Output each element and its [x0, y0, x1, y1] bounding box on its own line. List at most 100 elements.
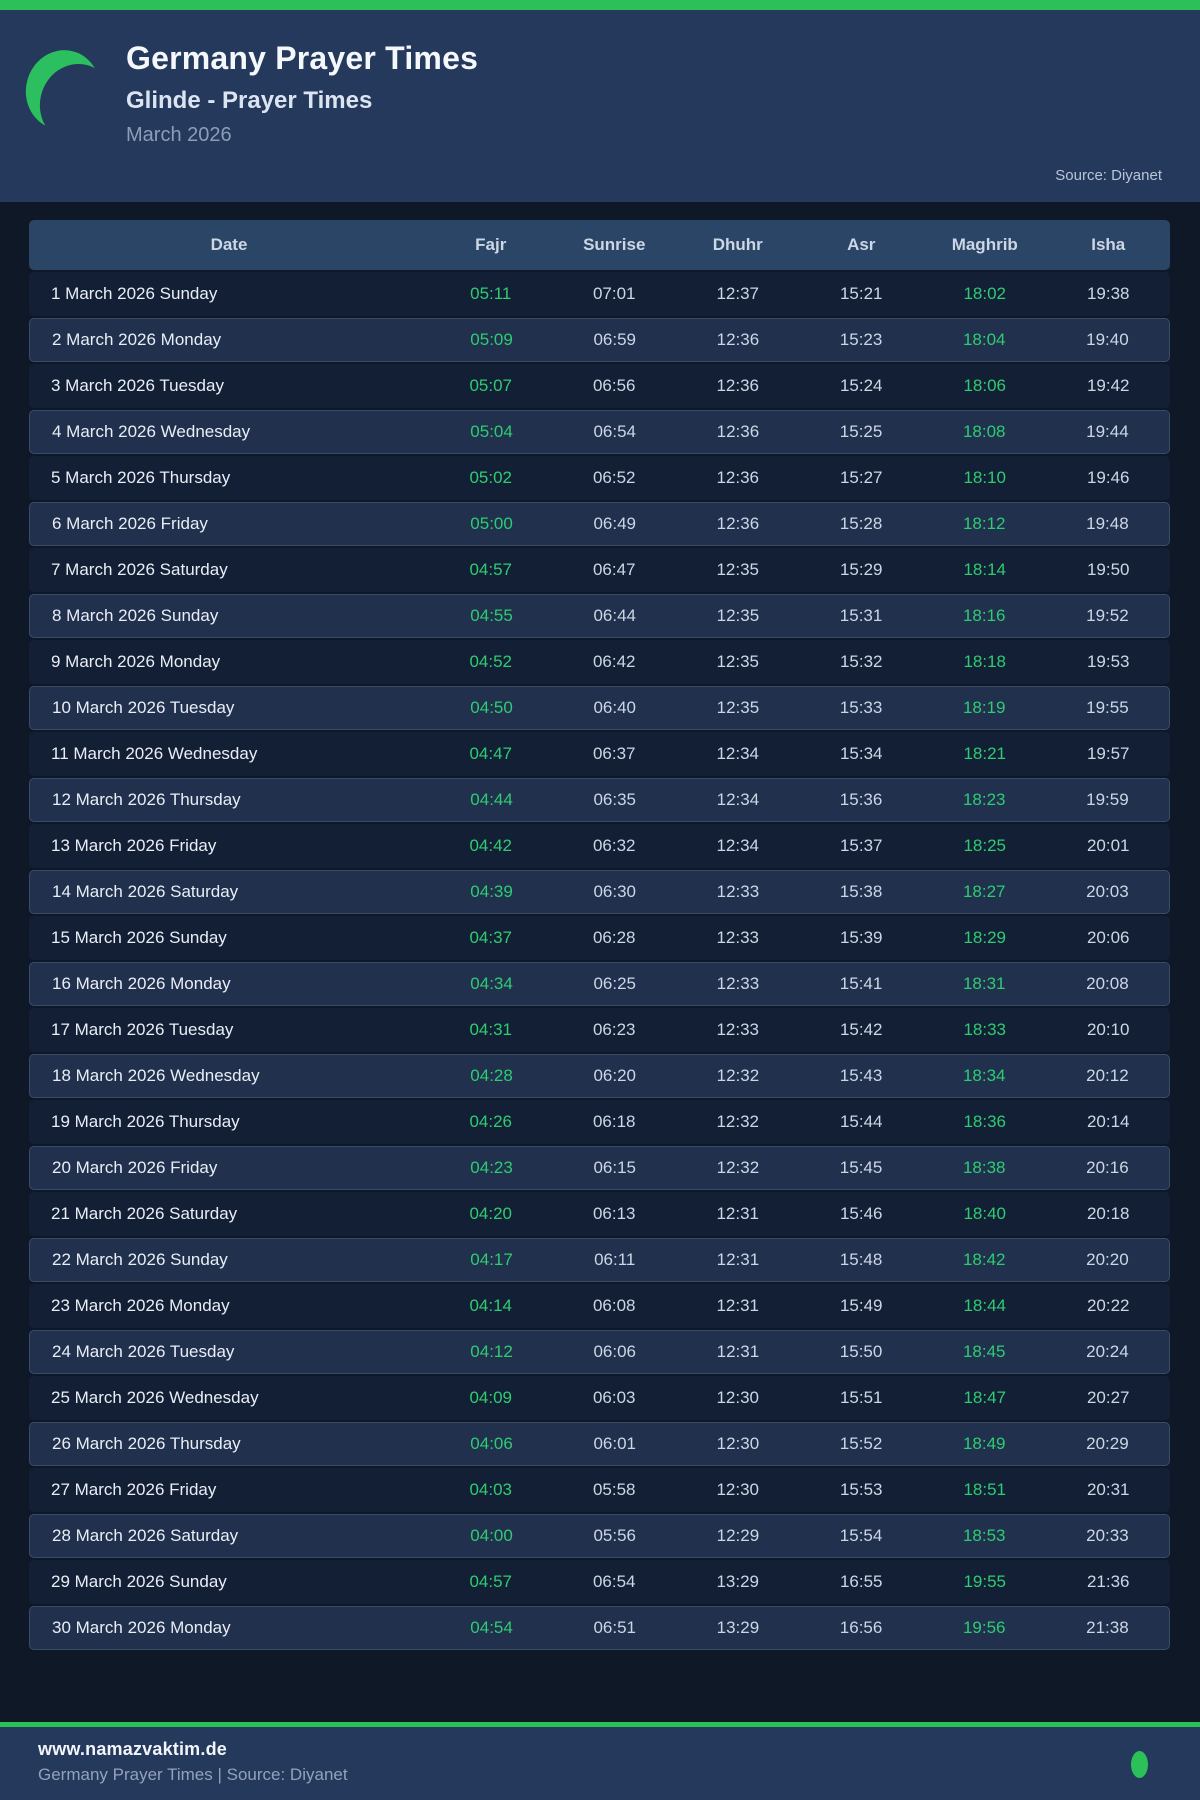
asr-time-cell: 15:21: [839, 284, 883, 303]
asr-time-cell: 15:43: [839, 1066, 883, 1085]
dhuhr-time-cell: 13:29: [716, 1618, 760, 1637]
sunrise-time-cell: 06:03: [592, 1388, 636, 1407]
date-cell: 13 March 2026 Friday: [51, 836, 217, 855]
date-cell: 26 March 2026 Thursday: [52, 1434, 241, 1453]
sunrise-time-cell: 06:40: [593, 698, 637, 717]
table-row: 7 March 2026 Saturday 04:57 06:47 12:35 …: [29, 548, 1170, 592]
fajr-time-cell: 05:04: [470, 422, 513, 441]
table-body: 1 March 2026 Sunday 05:11 07:01 12:37 15…: [29, 272, 1170, 1650]
table-row: 22 March 2026 Sunday 04:17 06:11 12:31 1…: [29, 1238, 1170, 1282]
date-cell: 1 March 2026 Sunday: [51, 284, 218, 303]
date-cell: 11 March 2026 Wednesday: [51, 744, 258, 763]
date-cell: 28 March 2026 Saturday: [52, 1526, 239, 1545]
date-cell: 15 March 2026 Sunday: [51, 928, 227, 947]
dhuhr-time-cell: 12:31: [716, 1250, 760, 1269]
table-row: 5 March 2026 Thursday 05:02 06:52 12:36 …: [29, 456, 1170, 500]
maghrib-time-cell: 18:36: [963, 1112, 1007, 1131]
dhuhr-time-cell: 12:30: [716, 1434, 760, 1453]
date-cell: 21 March 2026 Saturday: [51, 1204, 238, 1223]
maghrib-time-cell: 18:53: [962, 1526, 1006, 1545]
asr-time-cell: 15:33: [839, 698, 883, 717]
sunrise-time-cell: 06:56: [592, 376, 636, 395]
asr-time-cell: 15:42: [839, 1020, 883, 1039]
dhuhr-time-cell: 12:36: [716, 422, 760, 441]
date-cell: 27 March 2026 Friday: [51, 1480, 217, 1499]
isha-time-cell: 20:16: [1086, 1158, 1129, 1177]
maghrib-time-cell: 18:51: [963, 1480, 1007, 1499]
fajr-time-cell: 05:00: [470, 514, 513, 533]
sunrise-time-cell: 06:44: [593, 606, 637, 625]
prayer-times-table: Date Fajr Sunrise Dhuhr Asr Maghrib Isha…: [29, 220, 1170, 1650]
dhuhr-time-cell: 12:31: [716, 1296, 760, 1315]
date-cell: 14 March 2026 Saturday: [52, 882, 239, 901]
asr-time-cell: 15:51: [839, 1388, 883, 1407]
fajr-time-cell: 04:37: [469, 928, 513, 947]
asr-time-cell: 15:50: [839, 1342, 883, 1361]
dhuhr-time-cell: 12:33: [716, 974, 760, 993]
maghrib-time-cell: 18:40: [963, 1204, 1007, 1223]
dhuhr-time-cell: 12:36: [716, 468, 760, 487]
date-cell: 20 March 2026 Friday: [52, 1158, 218, 1177]
table-header-row: Date Fajr Sunrise Dhuhr Asr Maghrib Isha: [29, 220, 1170, 270]
isha-time-cell: 20:20: [1086, 1250, 1129, 1269]
isha-time-cell: 19:50: [1086, 560, 1130, 579]
asr-time-cell: 15:52: [839, 1434, 883, 1453]
table-row: 1 March 2026 Sunday 05:11 07:01 12:37 15…: [29, 272, 1170, 316]
sunrise-time-cell: 06:01: [593, 1434, 637, 1453]
dhuhr-time-cell: 12:33: [716, 882, 760, 901]
fajr-time-cell: 04:20: [469, 1204, 513, 1223]
maghrib-time-cell: 18:18: [963, 652, 1007, 671]
date-cell: 9 March 2026 Monday: [51, 652, 221, 671]
maghrib-time-cell: 18:27: [962, 882, 1006, 901]
sunrise-time-cell: 06:08: [592, 1296, 636, 1315]
maghrib-time-cell: 18:19: [962, 698, 1006, 717]
table-row: 13 March 2026 Friday 04:42 06:32 12:34 1…: [29, 824, 1170, 868]
dhuhr-time-cell: 12:32: [716, 1158, 760, 1177]
isha-time-cell: 20:18: [1086, 1204, 1130, 1223]
maghrib-time-cell: 19:56: [962, 1618, 1006, 1637]
table-row: 15 March 2026 Sunday 04:37 06:28 12:33 1…: [29, 916, 1170, 960]
column-header-isha: Isha: [1091, 235, 1126, 254]
isha-time-cell: 20:31: [1086, 1480, 1130, 1499]
isha-time-cell: 20:03: [1086, 882, 1129, 901]
asr-time-cell: 15:45: [839, 1158, 883, 1177]
page-title: Germany Prayer Times: [126, 40, 479, 76]
date-cell: 18 March 2026 Wednesday: [52, 1066, 260, 1085]
maghrib-time-cell: 18:31: [962, 974, 1006, 993]
date-cell: 8 March 2026 Sunday: [52, 606, 219, 625]
dhuhr-time-cell: 12:34: [716, 790, 760, 809]
maghrib-time-cell: 18:47: [963, 1388, 1007, 1407]
dhuhr-time-cell: 12:35: [716, 652, 760, 671]
isha-time-cell: 20:33: [1086, 1526, 1129, 1545]
fajr-time-cell: 04:31: [469, 1020, 513, 1039]
date-cell: 19 March 2026 Thursday: [51, 1112, 240, 1131]
maghrib-time-cell: 18:33: [963, 1020, 1007, 1039]
table-row: 21 March 2026 Saturday 04:20 06:13 12:31…: [29, 1192, 1170, 1236]
fajr-time-cell: 04:50: [470, 698, 513, 717]
column-header-sunrise: Sunrise: [583, 235, 646, 254]
sunrise-time-cell: 06:30: [593, 882, 637, 901]
sunrise-time-cell: 05:56: [593, 1526, 637, 1545]
sunrise-time-cell: 05:58: [592, 1480, 636, 1499]
isha-time-cell: 20:10: [1086, 1020, 1130, 1039]
table-row: 18 March 2026 Wednesday 04:28 06:20 12:3…: [29, 1054, 1170, 1098]
date-cell: 7 March 2026 Saturday: [51, 560, 228, 579]
asr-time-cell: 15:31: [839, 606, 883, 625]
website-link[interactable]: www.namazvaktim.de: [38, 1739, 227, 1759]
isha-time-cell: 19:52: [1086, 606, 1129, 625]
fajr-time-cell: 05:11: [470, 284, 512, 303]
maghrib-time-cell: 18:42: [962, 1250, 1006, 1269]
asr-time-cell: 15:37: [839, 836, 883, 855]
isha-time-cell: 19:44: [1086, 422, 1129, 441]
asr-time-cell: 15:49: [839, 1296, 883, 1315]
dhuhr-time-cell: 12:32: [716, 1112, 760, 1131]
sunrise-time-cell: 06:18: [592, 1112, 636, 1131]
fajr-time-cell: 05:07: [469, 376, 513, 395]
fajr-time-cell: 04:12: [470, 1342, 513, 1361]
dhuhr-time-cell: 12:33: [716, 928, 760, 947]
table-row: 26 March 2026 Thursday 04:06 06:01 12:30…: [29, 1422, 1170, 1466]
table-row: 10 March 2026 Tuesday 04:50 06:40 12:35 …: [29, 686, 1170, 730]
isha-time-cell: 20:01: [1086, 836, 1130, 855]
top-accent-bar: [0, 0, 1200, 10]
fajr-time-cell: 04:06: [470, 1434, 513, 1453]
